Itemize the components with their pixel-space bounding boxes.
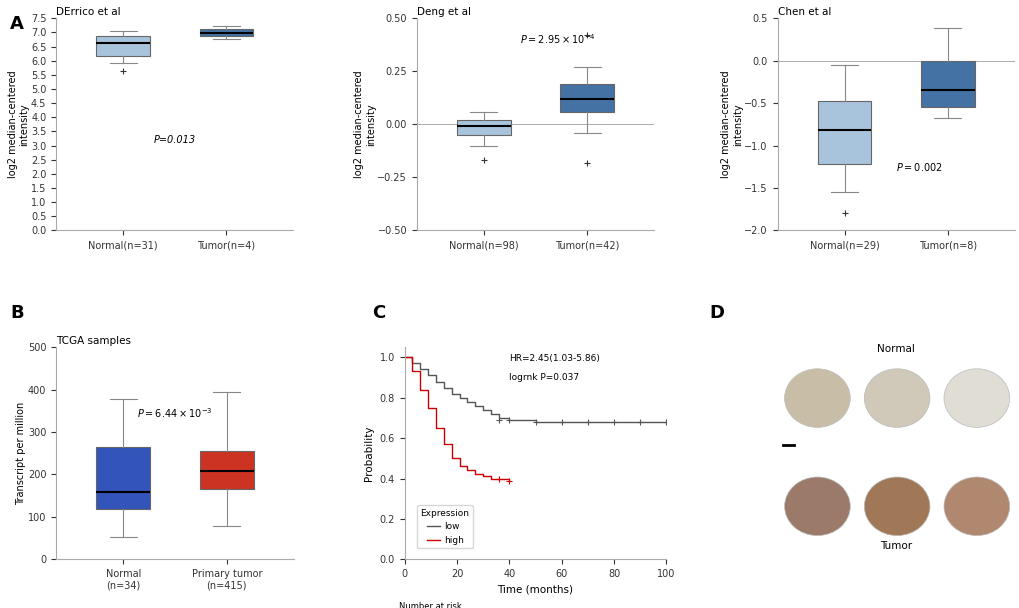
Text: HR=2.45(1.03-5.86): HR=2.45(1.03-5.86) xyxy=(508,353,599,362)
Circle shape xyxy=(784,477,850,536)
PathPatch shape xyxy=(200,451,254,489)
Text: TCGA samples: TCGA samples xyxy=(56,336,131,347)
Circle shape xyxy=(943,477,1009,536)
Circle shape xyxy=(784,369,850,427)
Y-axis label: Probability: Probability xyxy=(364,426,374,481)
Text: Number at risk: Number at risk xyxy=(399,602,462,608)
Y-axis label: log2 median-centered
intensity: log2 median-centered intensity xyxy=(720,71,742,178)
PathPatch shape xyxy=(97,447,150,510)
Text: B: B xyxy=(10,304,23,322)
Legend: low, high: low, high xyxy=(417,505,473,548)
Y-axis label: log2 median-centered
intensity: log2 median-centered intensity xyxy=(354,71,376,178)
Text: DErrico et al: DErrico et al xyxy=(56,7,120,18)
Text: Tumor: Tumor xyxy=(879,541,911,551)
PathPatch shape xyxy=(559,84,613,112)
PathPatch shape xyxy=(96,36,150,57)
Text: logrnk P=0.037: logrnk P=0.037 xyxy=(508,373,579,382)
Text: Normal: Normal xyxy=(876,344,914,353)
Circle shape xyxy=(863,477,929,536)
Y-axis label: Transcript per million: Transcript per million xyxy=(16,402,26,505)
Text: P=0.013: P=0.013 xyxy=(154,135,196,145)
PathPatch shape xyxy=(200,29,253,36)
Text: Chen et al: Chen et al xyxy=(776,7,830,18)
Text: A: A xyxy=(10,15,24,33)
Text: Deng et al: Deng et al xyxy=(417,7,471,18)
PathPatch shape xyxy=(817,102,870,164)
Text: $P=2.95\times10^{-4}$: $P=2.95\times10^{-4}$ xyxy=(520,33,595,46)
Text: $P=6.44\times10^{-3}$: $P=6.44\times10^{-3}$ xyxy=(138,406,213,420)
Text: C: C xyxy=(372,304,385,322)
Y-axis label: log2 median-centered
intensity: log2 median-centered intensity xyxy=(8,71,30,178)
PathPatch shape xyxy=(920,61,974,108)
PathPatch shape xyxy=(457,120,511,135)
Circle shape xyxy=(863,369,929,427)
X-axis label: Time (months): Time (months) xyxy=(497,585,573,595)
Circle shape xyxy=(943,369,1009,427)
Text: $P=0.002$: $P=0.002$ xyxy=(895,161,942,173)
Text: D: D xyxy=(708,304,723,322)
